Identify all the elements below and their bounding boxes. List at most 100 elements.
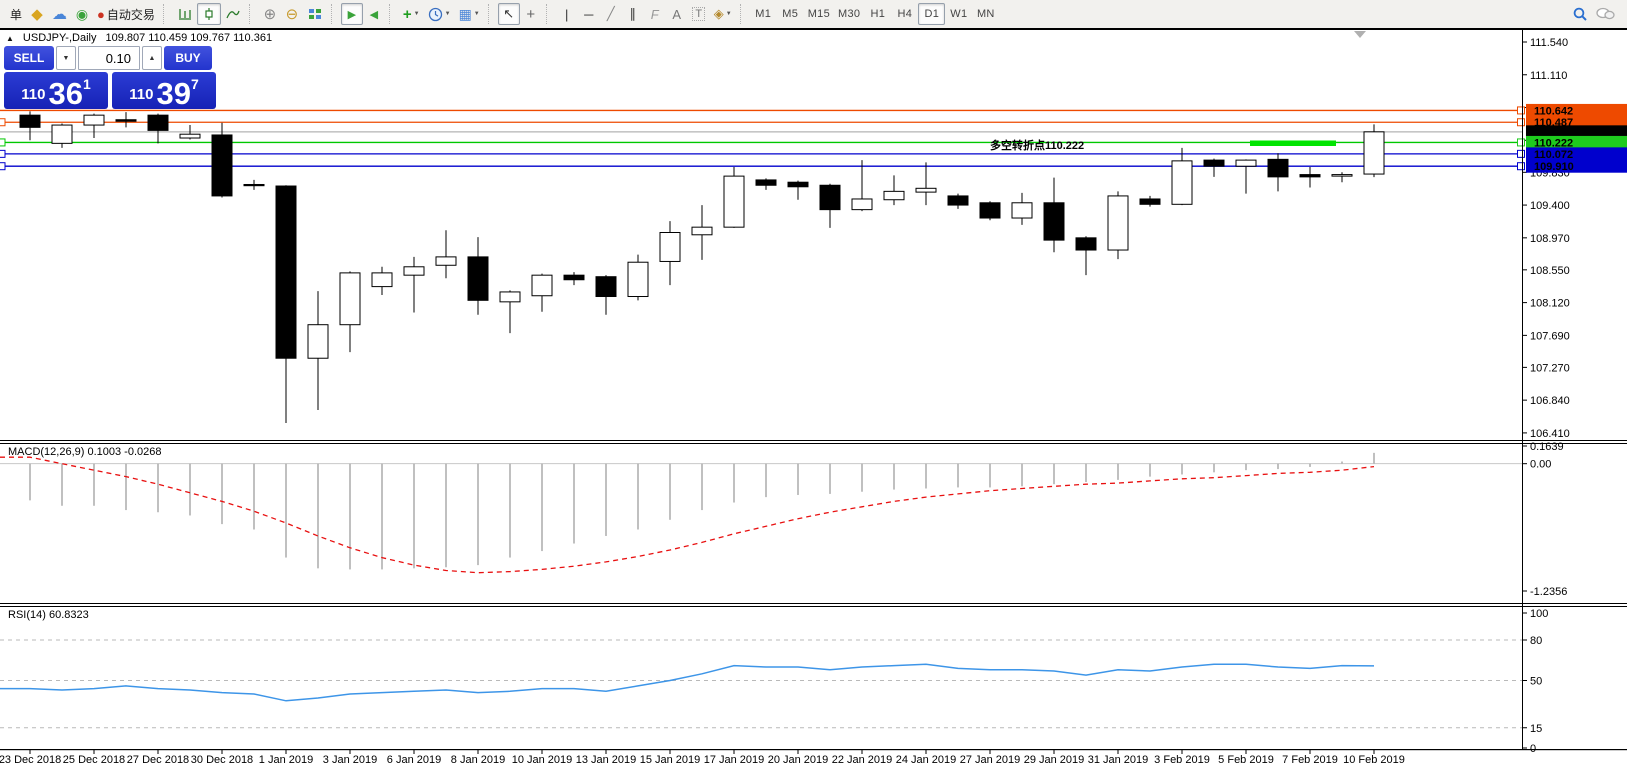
zoom-in-button[interactable]: ⊕ <box>259 3 281 25</box>
text-label-tool-button[interactable]: T <box>688 3 710 25</box>
trendline-tool-button[interactable]: ╱ <box>600 3 622 25</box>
profile-button[interactable]: ☁ <box>48 3 71 25</box>
line-handle[interactable] <box>1517 118 1525 127</box>
volume-decrease-button[interactable]: ▼ <box>56 46 76 70</box>
cursor-tool-button[interactable]: ↖ <box>497 3 520 25</box>
clock-icon <box>428 7 442 21</box>
line-handle[interactable] <box>0 149 6 158</box>
svg-text:111.540: 111.540 <box>1530 37 1568 49</box>
timeframe-m1[interactable]: M1 <box>755 8 772 20</box>
line-chart-mode-button[interactable] <box>221 3 245 25</box>
vertical-line-tool-button[interactable]: | <box>556 3 578 25</box>
text-tool-button[interactable]: A <box>666 3 688 25</box>
svg-text:109.400: 109.400 <box>1530 200 1570 212</box>
macd-histogram <box>29 452 1375 570</box>
timeframe-h4[interactable]: H4 <box>897 8 913 20</box>
templates-button[interactable]: ▦ ▼ <box>455 3 484 25</box>
candlestick-mode-button[interactable] <box>196 3 221 25</box>
spinner-down-icon: ▼ <box>62 54 70 62</box>
shapes-tool-button[interactable]: ◈ ▼ <box>710 3 736 25</box>
fibonacci-tool-button[interactable]: F <box>644 3 666 25</box>
timeframe-group: M1 M5 M15 M30 H1 H4 D1 W1 MN <box>750 3 1000 25</box>
macd-indicator-label: MACD(12,26,9) 0.1003 -0.0268 <box>8 446 162 458</box>
chart-shift-button[interactable]: ◀ <box>363 3 385 25</box>
volume-increase-button[interactable]: ▲ <box>142 46 162 70</box>
svg-text:111.110: 111.110 <box>1530 70 1567 82</box>
chat-icon[interactable] <box>1595 6 1615 22</box>
sell-price-tile[interactable]: 110 36 1 <box>4 72 108 109</box>
line-handle[interactable] <box>1517 162 1525 171</box>
signals-icon: ◉ <box>75 5 89 22</box>
auto-scroll-button[interactable]: ▶ <box>340 3 363 25</box>
deposit-icon: ◆ <box>31 6 43 23</box>
timeframe-m15[interactable]: M15 <box>807 8 831 20</box>
timeframe-mn[interactable]: MN <box>976 8 995 20</box>
toolbar-separator <box>162 4 169 24</box>
template-icon: ▦ <box>458 5 472 22</box>
timeframe-m30[interactable]: M30 <box>838 8 861 20</box>
horizontal-line-tool-button[interactable]: ─ <box>578 3 600 25</box>
sell-button[interactable]: SELL <box>4 46 54 70</box>
new-order-button[interactable]: 单 <box>4 3 26 25</box>
annotation-highlight-line[interactable] <box>1250 140 1336 147</box>
line-handle[interactable] <box>1517 149 1525 158</box>
svg-text:10 Feb 2019: 10 Feb 2019 <box>1343 754 1405 766</box>
svg-text:7 Feb 2019: 7 Feb 2019 <box>1282 754 1338 766</box>
dropdown-caret-icon: ▼ <box>413 11 420 17</box>
macd-signal-line <box>0 456 1375 574</box>
candlestick-series <box>19 111 1385 423</box>
buy-price-pip: 7 <box>190 76 199 92</box>
svg-text:50: 50 <box>1530 676 1542 688</box>
bar-chart-mode-button[interactable] <box>173 3 197 25</box>
svg-text:10 Jan 2019: 10 Jan 2019 <box>512 754 573 766</box>
timeframe-w1[interactable]: W1 <box>950 8 968 20</box>
svg-text:22 Jan 2019: 22 Jan 2019 <box>832 754 893 766</box>
sell-price-pip: 1 <box>82 76 91 92</box>
chart-header: ▲ USDJPY-,Daily 109.807 110.459 109.767 … <box>6 32 272 44</box>
svg-text:108.550: 108.550 <box>1530 265 1570 277</box>
svg-text:3 Jan 2019: 3 Jan 2019 <box>323 754 377 766</box>
periods-button[interactable]: ▼ <box>424 3 455 25</box>
toolbar-separator <box>487 4 494 24</box>
volume-input[interactable] <box>78 46 140 70</box>
channel-tool-button[interactable]: ∥ <box>622 3 644 25</box>
line-handle[interactable] <box>0 138 6 147</box>
indicators-button[interactable]: + ▼ <box>399 3 424 25</box>
auto-trading-button[interactable]: ● 自动交易 <box>93 3 159 25</box>
buy-price-tile[interactable]: 110 39 7 <box>112 72 216 109</box>
timeframe-h1[interactable]: H1 <box>870 8 886 20</box>
chart-plot-area[interactable] <box>0 30 1522 749</box>
buy-price-figure: 110 <box>129 86 154 103</box>
auto-scroll-icon: ▶ <box>347 8 357 21</box>
svg-text:31 Jan 2019: 31 Jan 2019 <box>1088 754 1149 766</box>
chart-shift-icon: ◀ <box>369 8 379 21</box>
line-handle[interactable] <box>1517 106 1525 115</box>
buy-button[interactable]: BUY <box>164 46 212 70</box>
svg-text:110.222: 110.222 <box>1534 137 1573 149</box>
tile-windows-button[interactable] <box>303 3 327 25</box>
search-icon[interactable] <box>1572 6 1589 23</box>
deposit-button[interactable]: ◆ <box>26 3 48 25</box>
svg-text:29 Jan 2019: 29 Jan 2019 <box>1024 754 1085 766</box>
svg-text:110.072: 110.072 <box>1534 149 1573 161</box>
svg-text:3 Feb 2019: 3 Feb 2019 <box>1154 754 1210 766</box>
line-handle[interactable] <box>0 162 6 171</box>
timeframe-d1[interactable]: D1 <box>918 3 946 25</box>
crosshair-tool-button[interactable]: + <box>520 3 542 25</box>
zoom-out-button[interactable]: ⊖ <box>281 3 303 25</box>
annotation-text[interactable]: 多空转折点110.222 <box>990 138 1084 152</box>
svg-text:100: 100 <box>1530 608 1548 620</box>
line-handle[interactable] <box>1517 138 1525 147</box>
date-axis: 23 Dec 2018 25 Dec 2018 27 Dec 2018 30 Dec … <box>0 749 1405 766</box>
svg-text:25 Dec 2018: 25 Dec 2018 <box>63 754 125 766</box>
collapse-arrow-icon[interactable]: ▲ <box>6 33 14 43</box>
timeframe-m5[interactable]: M5 <box>782 8 799 20</box>
profile-icon: ☁ <box>52 6 68 23</box>
svg-text:0.1639: 0.1639 <box>1530 441 1564 453</box>
rsi-panel <box>0 639 1522 729</box>
signals-button[interactable]: ◉ <box>71 3 93 25</box>
chart-ohlc: 109.807 110.459 109.767 110.361 <box>105 32 273 44</box>
line-handle[interactable] <box>0 118 6 127</box>
sell-price-big: 36 <box>48 76 83 111</box>
